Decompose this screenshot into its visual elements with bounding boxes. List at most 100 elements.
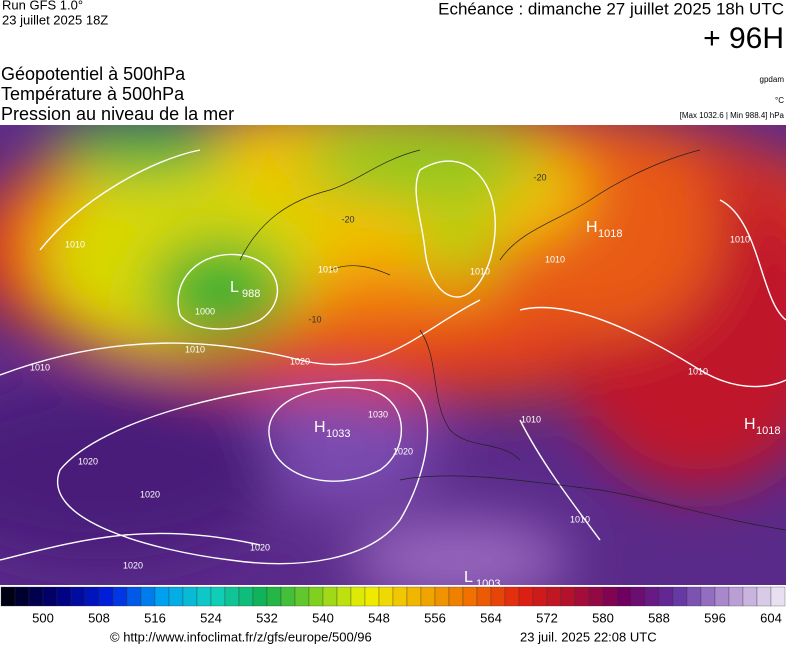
color-swatch bbox=[238, 586, 254, 607]
colorbar-label: 604 bbox=[760, 610, 782, 625]
colorbar-label: 596 bbox=[704, 610, 726, 625]
color-swatch bbox=[630, 586, 646, 607]
isobar bbox=[415, 160, 496, 298]
color-swatch bbox=[714, 586, 730, 607]
coast bbox=[399, 475, 786, 531]
color-swatch bbox=[672, 586, 688, 607]
lead-time: + 96H bbox=[703, 22, 784, 55]
temperature-label: -20 bbox=[533, 172, 546, 182]
center-letter: H bbox=[586, 219, 598, 236]
field bbox=[0, 125, 786, 585]
isobar-label: 1030 bbox=[368, 409, 388, 419]
color-swatch bbox=[476, 586, 492, 607]
color-swatch bbox=[532, 586, 548, 607]
isobar-label: 1010 bbox=[730, 234, 750, 244]
color-swatch bbox=[210, 586, 226, 607]
isobar-label: 1010 bbox=[521, 414, 541, 424]
color-swatch bbox=[182, 586, 198, 607]
color-swatch bbox=[686, 586, 702, 607]
legend-line: Pression au niveau de la mer bbox=[1, 104, 234, 124]
color-swatch bbox=[644, 586, 660, 607]
isobar-label: 1020 bbox=[123, 560, 143, 570]
color-swatch bbox=[14, 586, 30, 607]
colorbar-label: 564 bbox=[480, 610, 502, 625]
color-swatch bbox=[518, 586, 534, 607]
isobar-label: 1010 bbox=[185, 344, 205, 354]
color-swatch bbox=[560, 586, 576, 607]
isobars bbox=[0, 149, 786, 565]
center-letter: L bbox=[464, 569, 473, 586]
isobar-label: 1020 bbox=[78, 456, 98, 466]
coast bbox=[499, 149, 701, 261]
colorbar-label: 524 bbox=[200, 610, 222, 625]
legend-line: Température à 500hPa bbox=[1, 84, 185, 104]
isobar-label: 1000 bbox=[195, 306, 215, 316]
color-swatch bbox=[364, 586, 380, 607]
color-swatch bbox=[98, 586, 114, 607]
coast bbox=[239, 149, 421, 261]
isobar bbox=[519, 306, 786, 388]
center-value: 1003 bbox=[476, 578, 500, 590]
color-swatch bbox=[420, 586, 436, 607]
colorbar-label: 508 bbox=[88, 610, 110, 625]
color-swatch bbox=[574, 586, 590, 607]
colorbar-label: 500 bbox=[32, 610, 54, 625]
color-swatch bbox=[658, 586, 674, 607]
unit: gpdam bbox=[760, 75, 785, 84]
color-swatch bbox=[546, 586, 562, 607]
center-value: 1018 bbox=[756, 425, 780, 437]
color-swatch bbox=[56, 586, 72, 607]
color-swatch bbox=[126, 586, 142, 607]
color-swatch bbox=[588, 586, 604, 607]
color-swatch bbox=[294, 586, 310, 607]
color-swatch bbox=[140, 586, 156, 607]
center-letter: L bbox=[230, 279, 239, 296]
color-swatch bbox=[42, 586, 58, 607]
color-swatch bbox=[336, 586, 352, 607]
colorbar-label: 540 bbox=[312, 610, 334, 625]
coast bbox=[419, 329, 521, 461]
color-swatch bbox=[392, 586, 408, 607]
center-letter: H bbox=[744, 416, 756, 433]
color-swatch bbox=[616, 586, 632, 607]
temperature-label: -20 bbox=[341, 214, 354, 224]
colorbar-label: 532 bbox=[256, 610, 278, 625]
center-value: 988 bbox=[242, 288, 260, 300]
colorbar-label: 548 bbox=[368, 610, 390, 625]
isobar-label: 1010 bbox=[570, 514, 590, 524]
isobar-label: 1010 bbox=[545, 254, 565, 264]
color-swatch bbox=[28, 586, 44, 607]
isobar-label: 1020 bbox=[393, 446, 413, 456]
color-swatch bbox=[266, 586, 282, 607]
isobar bbox=[719, 199, 786, 321]
color-swatch bbox=[168, 586, 184, 607]
color-swatch bbox=[252, 586, 268, 607]
isobar bbox=[177, 253, 279, 330]
isobar bbox=[0, 532, 261, 561]
isobar bbox=[57, 379, 429, 565]
source: © http://www.infoclimat.fr/z/gfs/europe/… bbox=[110, 629, 372, 644]
color-swatch bbox=[490, 586, 506, 607]
center-letter: H bbox=[314, 419, 326, 436]
colorbar: 500 508 516 524 532 540 548 556 564 572 580 588 596 6… bbox=[0, 586, 786, 625]
center-value: 1018 bbox=[598, 228, 622, 240]
color-swatch bbox=[0, 586, 16, 607]
isobar bbox=[519, 419, 601, 541]
colorbar-label: 516 bbox=[144, 610, 166, 625]
color-swatch bbox=[462, 586, 478, 607]
color-swatch bbox=[350, 586, 366, 607]
isobar-label: 1020 bbox=[140, 489, 160, 499]
legend-line: Géopotentiel à 500hPa bbox=[1, 64, 186, 84]
temperature-label: -10 bbox=[308, 314, 321, 324]
color-swatch bbox=[70, 586, 86, 607]
extremes: [Max 1032.6 | Min 988.4] hPa bbox=[680, 111, 785, 120]
color-swatch bbox=[700, 586, 716, 607]
color-swatch bbox=[112, 586, 128, 607]
color-swatch bbox=[154, 586, 170, 607]
color-swatch bbox=[280, 586, 296, 607]
colorbar-label: 580 bbox=[592, 610, 614, 625]
color-swatch bbox=[448, 586, 464, 607]
